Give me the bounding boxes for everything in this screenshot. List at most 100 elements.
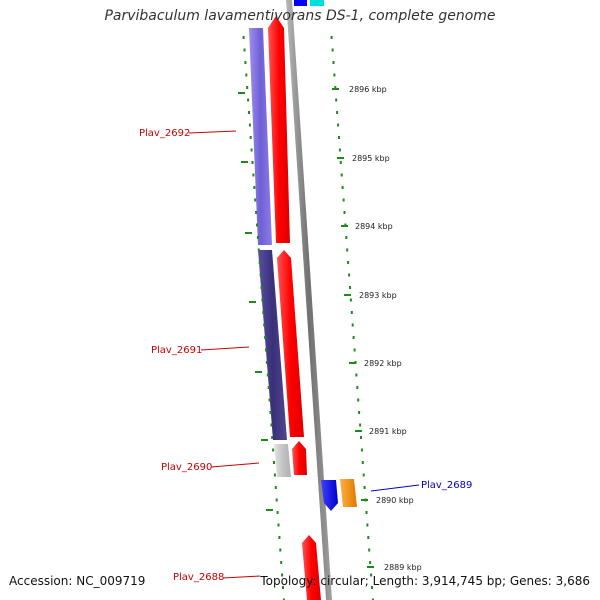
track-dot <box>250 148 253 152</box>
track-dot <box>270 423 273 427</box>
label-plav2690[interactable]: Plav_2690 <box>161 462 260 473</box>
label-plav2689[interactable]: Plav_2689 <box>370 480 472 492</box>
track-dot <box>367 536 370 539</box>
track-dot <box>341 186 344 189</box>
gene-arrow-plav2688[interactable] <box>302 535 321 600</box>
track-dot <box>358 411 361 414</box>
track-dot <box>252 173 255 177</box>
track-dot <box>347 261 350 264</box>
track-dot <box>262 311 265 314</box>
track-dot <box>263 323 266 327</box>
track-dot <box>337 123 340 127</box>
track-dot <box>365 511 368 514</box>
scale-label-2893: 2893 kbp <box>359 291 397 300</box>
gene-arrow-plav2691[interactable] <box>277 250 304 437</box>
track-dot <box>332 61 335 64</box>
track-dot <box>363 486 366 489</box>
track-dot <box>360 448 363 452</box>
scale-tick-2890: 2890 kbp <box>361 496 414 505</box>
track-dot <box>345 236 348 239</box>
track-dot <box>274 486 277 489</box>
track-dot <box>256 223 258 227</box>
track-dot <box>247 98 250 102</box>
track-dot <box>359 423 362 427</box>
label-text-plav2689[interactable]: Plav_2689 <box>421 480 472 491</box>
genome-backbone <box>286 0 332 600</box>
track-dot <box>356 386 359 389</box>
track-dot <box>253 186 256 189</box>
track-dot <box>350 311 353 314</box>
gene-arrow-plav2689-orange[interactable] <box>340 479 357 507</box>
track-dot <box>336 111 339 114</box>
track-dot <box>268 398 271 402</box>
scale-tick-2889: 2889 kbp <box>367 563 422 572</box>
track-dot <box>249 136 252 139</box>
label-text-plav2688[interactable]: Plav_2688 <box>173 572 224 583</box>
track-dot <box>343 211 346 214</box>
track-dot <box>279 548 282 552</box>
track-dot <box>349 286 351 289</box>
label-text-plav2692[interactable]: Plav_2692 <box>139 128 190 139</box>
label-plav2688[interactable]: Plav_2688 <box>173 572 261 583</box>
gene-top-blue[interactable] <box>294 0 307 6</box>
track-dot <box>371 598 374 600</box>
scale-label-2896: 2896 kbp <box>349 85 387 94</box>
track-dot <box>254 198 257 202</box>
track-dot <box>349 298 352 302</box>
gene-arrow-plav2690[interactable] <box>292 441 307 475</box>
track-dot <box>245 73 248 77</box>
track-dot <box>342 198 345 202</box>
scale-label-2890: 2890 kbp <box>376 496 414 505</box>
track-dot <box>334 86 337 89</box>
scale-tick-2891: 2891 kbp <box>355 427 407 436</box>
track-dot <box>357 398 360 402</box>
scale-tick-2896: 2896 kbp <box>332 85 387 94</box>
track-dot <box>265 348 267 352</box>
similarity-block-plav2691[interactable] <box>258 250 287 440</box>
genome-title: Parvibaculum lavamentivorans DS-1, compl… <box>104 8 496 24</box>
track-dot <box>248 111 250 114</box>
label-plav2691[interactable]: Plav_2691 <box>151 345 250 356</box>
track-dot <box>330 36 333 39</box>
gene-arrow-plav2689-blue[interactable] <box>321 480 338 511</box>
track-dot <box>257 248 260 252</box>
track-dot <box>360 436 362 439</box>
track-dot <box>244 61 247 64</box>
scale-label-2894: 2894 kbp <box>355 222 393 231</box>
gene-arrow-plav2692[interactable] <box>268 16 290 243</box>
left-tick-dashes <box>238 92 273 511</box>
track-dot <box>353 348 356 352</box>
similarity-block-plav2692[interactable] <box>249 28 272 245</box>
label-plav2692[interactable]: Plav_2692 <box>139 128 237 139</box>
track-dot <box>246 86 249 89</box>
label-text-plav2690[interactable]: Plav_2690 <box>161 462 212 473</box>
track-dot <box>362 473 365 477</box>
track-dot <box>352 336 355 339</box>
track-dot <box>369 561 372 564</box>
track-dot <box>260 286 263 289</box>
track-dot <box>368 548 371 552</box>
track-dot <box>248 123 251 127</box>
gene-top-cyan[interactable] <box>310 0 324 6</box>
track-dot <box>366 523 369 527</box>
track-dot <box>251 161 254 164</box>
track-dot <box>243 48 246 52</box>
track-dot <box>271 436 274 439</box>
label-text-plav2691[interactable]: Plav_2691 <box>151 345 202 356</box>
track-dot <box>340 173 343 177</box>
track-dot <box>280 561 283 564</box>
track-dot <box>259 273 262 277</box>
track-dot <box>348 273 351 277</box>
track-dot <box>371 586 373 589</box>
scale-label-2895: 2895 kbp <box>352 154 390 163</box>
track-dot <box>346 248 349 252</box>
track-dot <box>338 148 341 152</box>
track-dot <box>331 48 334 52</box>
similarity-block-plav2690[interactable] <box>274 444 291 477</box>
track-dot <box>282 598 285 600</box>
scale-label-2892: 2892 kbp <box>364 359 402 368</box>
track-dot <box>335 98 338 102</box>
track-dot <box>370 573 373 577</box>
track-dot <box>265 361 268 364</box>
